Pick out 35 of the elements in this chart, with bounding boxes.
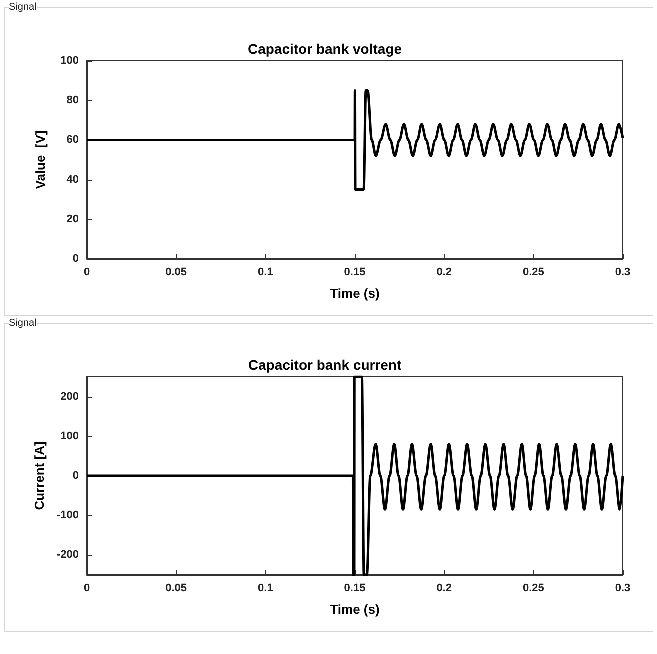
x-axis-title: Time (s)	[330, 602, 380, 617]
line-series	[86, 89, 624, 191]
text: Signal	[9, 318, 37, 329]
x-axis-title: Time (s)	[330, 286, 380, 301]
x-tick-label: 0.15	[344, 582, 366, 594]
line-series	[86, 376, 624, 576]
x-tick-label: 0.3	[615, 266, 631, 278]
x-tick-label: 0.2	[436, 582, 452, 594]
x-tick-label: 0.25	[522, 266, 544, 278]
x-tick-label: 0	[84, 582, 90, 594]
x-tick-label: 0.2	[436, 266, 452, 278]
y-tick-label: -100	[56, 510, 79, 522]
x-tick-label: 0.1	[258, 582, 274, 594]
x-tick-label: 0.25	[522, 582, 544, 594]
y-axis-title: Value [V]	[33, 130, 48, 190]
y-tick-label: 100	[60, 430, 79, 442]
text: Signal	[9, 2, 37, 13]
x-tick-label: 0.05	[166, 582, 188, 594]
y-tick-label: 40	[66, 174, 79, 186]
y-tick-label: 20	[66, 213, 79, 226]
y-tick-label: 0	[72, 253, 79, 265]
x-tick-label: 0.05	[166, 266, 188, 278]
y-tick-label: -200	[56, 549, 79, 562]
y-tick-label: 60	[66, 134, 79, 146]
x-tick-label: 0.3	[615, 582, 631, 594]
y-tick-label: 100	[60, 55, 79, 67]
x-tick-label: 0	[84, 266, 90, 278]
chart-title: Capacitor bank current	[248, 357, 402, 373]
x-tick-label: 0.1	[258, 266, 274, 278]
chart-title: Capacitor bank voltage	[248, 41, 402, 57]
x-tick-label: 0.15	[344, 266, 366, 278]
y-tick-label: 200	[60, 390, 79, 403]
y-tick-label: 0	[72, 470, 79, 482]
y-tick-label: 80	[66, 94, 79, 107]
y-axis-title: Current [A]	[32, 442, 48, 510]
